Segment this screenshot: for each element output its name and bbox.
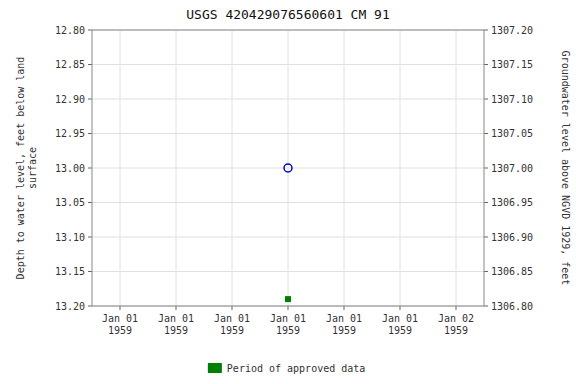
y-tick-label: 13.00: [55, 163, 85, 174]
y-grid-line: [92, 202, 484, 203]
text-line: Jan 01: [214, 313, 250, 324]
text-line: Jan 01: [102, 313, 138, 324]
y-grid-line: [92, 64, 484, 65]
y-grid-line: [92, 237, 484, 238]
x-tick-label: Jan 011959: [382, 313, 418, 336]
y2-tick-label: 1307.00: [491, 163, 533, 174]
y-grid-line: [92, 99, 484, 100]
text-line: 1959: [332, 325, 356, 336]
y-tick-label: 13.10: [55, 232, 85, 243]
y2-tick: [484, 237, 488, 238]
text-line: 1959: [164, 325, 188, 336]
data: [284, 164, 292, 302]
legend-label: Period of approved data: [227, 363, 365, 374]
y-tick-label: 13.20: [55, 301, 85, 312]
y-tick-label: 13.15: [55, 266, 85, 277]
point: [284, 164, 292, 172]
y2-tick-label: 1306.95: [491, 197, 533, 208]
y-tick: [88, 133, 92, 134]
text-line: 1959: [108, 325, 132, 336]
y2-tick: [484, 202, 488, 203]
chart: Jan 011959Jan 011959Jan 011959Jan 011959…: [0, 0, 576, 384]
y-tick-label: 12.95: [55, 128, 85, 139]
text-line: 1959: [276, 325, 300, 336]
grid: [92, 30, 484, 306]
y-tick-label: 12.85: [55, 59, 85, 70]
text-line: 1959: [444, 325, 468, 336]
legend: Period of approved data: [208, 363, 365, 374]
x-tick: [232, 306, 233, 310]
legend-swatch: [208, 363, 222, 373]
x-tick: [456, 306, 457, 310]
text-line: Depth to water level, feet below land: [15, 57, 26, 280]
y-grid-line: [92, 133, 484, 134]
y-tick: [88, 30, 92, 31]
x-tick: [344, 306, 345, 310]
text-line: Jan 01: [158, 313, 194, 324]
y-grid-line: [92, 271, 484, 272]
text-line: Jan 01: [326, 313, 362, 324]
y-tick: [88, 64, 92, 65]
y2-tick-label: 1306.90: [491, 232, 533, 243]
y-grid-line: [92, 168, 484, 169]
text-line: 1959: [220, 325, 244, 336]
x-tick-label: Jan 011959: [158, 313, 194, 336]
text-line: Jan 02: [438, 313, 474, 324]
y-axis-label: Depth to water level, feet below landsur…: [15, 57, 38, 280]
y-tick: [88, 99, 92, 100]
y2-tick: [484, 30, 488, 31]
y2-tick-label: 1307.05: [491, 128, 533, 139]
x-tick: [288, 306, 289, 310]
y-tick: [88, 271, 92, 272]
x-tick: [176, 306, 177, 310]
title: USGS 420429076560601 CM 91: [186, 7, 390, 22]
x-tick-label: Jan 011959: [326, 313, 362, 336]
y-tick: [88, 237, 92, 238]
y2-tick: [484, 99, 488, 100]
y-tick: [88, 202, 92, 203]
x-tick-label: Jan 011959: [270, 313, 306, 336]
y-tick-label: 13.05: [55, 197, 85, 208]
y2-tick: [484, 306, 488, 307]
y2-tick-label: 1307.20: [491, 25, 533, 36]
y-tick-label: 12.80: [55, 25, 85, 36]
y2-tick-label: 1307.15: [491, 59, 533, 70]
y-tick: [88, 168, 92, 169]
y2-tick: [484, 271, 488, 272]
text-line: surface: [27, 147, 38, 189]
y-tick: [88, 306, 92, 307]
x-tick: [400, 306, 401, 310]
y2-tick-label: 1306.85: [491, 266, 533, 277]
y-tick-label: 12.90: [55, 94, 85, 105]
axes: Jan 011959Jan 011959Jan 011959Jan 011959…: [55, 25, 533, 337]
text-line: 1959: [388, 325, 412, 336]
plot-frame: [92, 30, 484, 306]
x-tick: [120, 306, 121, 310]
y2-tick: [484, 133, 488, 134]
x-tick-label: Jan 021959: [438, 313, 474, 336]
x-tick-label: Jan 011959: [214, 313, 250, 336]
text-line: Jan 01: [270, 313, 306, 324]
y2-tick-label: 1306.80: [491, 301, 533, 312]
y2-tick: [484, 64, 488, 65]
y2-tick-label: 1307.10: [491, 94, 533, 105]
y2-tick: [484, 168, 488, 169]
point: [285, 296, 291, 302]
x-tick-label: Jan 011959: [102, 313, 138, 336]
text-line: Jan 01: [382, 313, 418, 324]
y2-axis-label: Groundwater level above NGVD 1929, feet: [560, 51, 571, 286]
